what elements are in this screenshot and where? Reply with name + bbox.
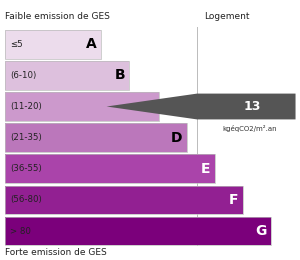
Bar: [5, 123, 187, 152]
Bar: [5, 154, 215, 183]
Text: D: D: [171, 131, 182, 145]
Text: (56-80): (56-80): [10, 196, 41, 204]
Text: F: F: [229, 193, 238, 207]
Text: (36-55): (36-55): [10, 164, 41, 173]
Bar: [5, 92, 159, 121]
Text: C: C: [144, 100, 154, 114]
Text: A: A: [86, 37, 97, 51]
Bar: [5, 61, 129, 90]
Bar: [5, 217, 271, 245]
Text: ≤5: ≤5: [10, 40, 22, 49]
Bar: [5, 92, 159, 121]
Bar: [5, 61, 129, 90]
Bar: [5, 123, 187, 152]
Bar: [5, 30, 101, 58]
Polygon shape: [106, 94, 296, 119]
Text: Faible emission de GES: Faible emission de GES: [5, 12, 110, 21]
Text: (11-20): (11-20): [10, 102, 41, 111]
Bar: [5, 217, 271, 245]
Text: G: G: [255, 224, 266, 238]
Text: E: E: [201, 162, 210, 176]
Text: B: B: [114, 68, 125, 82]
Text: kgéqCO2/m².an: kgéqCO2/m².an: [222, 126, 277, 132]
Bar: [5, 30, 101, 58]
Text: Logement: Logement: [204, 12, 250, 21]
Bar: [5, 186, 243, 214]
Text: Forte emission de GES: Forte emission de GES: [5, 248, 107, 257]
Bar: [5, 186, 243, 214]
Text: (21-35): (21-35): [10, 133, 41, 142]
Bar: [5, 154, 215, 183]
Text: (6-10): (6-10): [10, 71, 36, 80]
Text: > 80: > 80: [10, 226, 31, 236]
Text: 13: 13: [244, 100, 261, 113]
